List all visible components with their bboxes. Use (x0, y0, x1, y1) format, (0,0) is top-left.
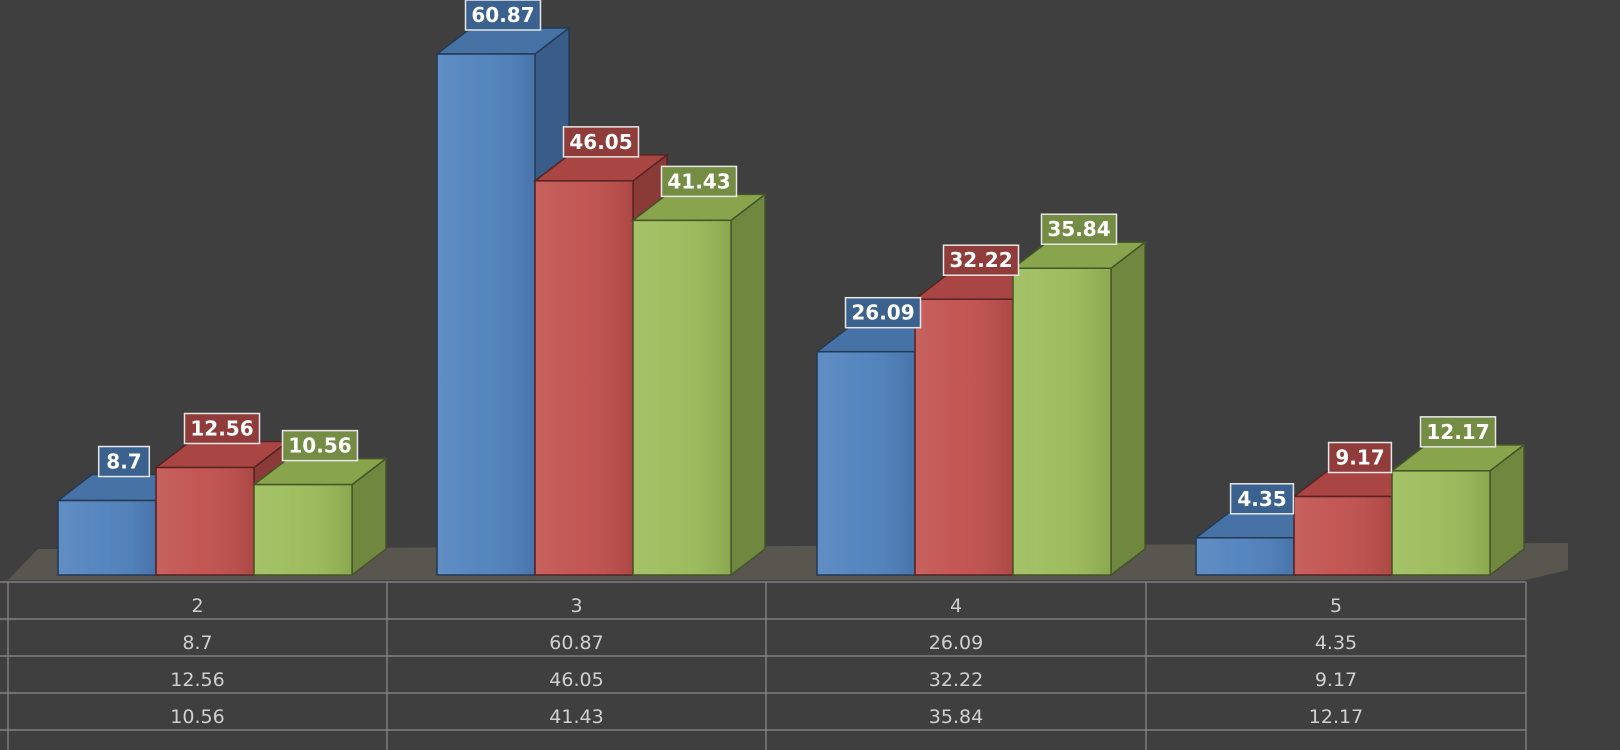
bar-gloss (1197, 538, 1293, 574)
bar-gloss (1295, 497, 1391, 574)
bar-gloss (1014, 269, 1110, 574)
bar-gloss (1393, 471, 1489, 574)
bar-gloss (634, 221, 730, 574)
table-value-cell: 12.17 (1309, 706, 1363, 728)
bar-gloss (818, 352, 914, 574)
data-label-box (844, 296, 922, 329)
bars-layer (55, 26, 1527, 577)
table-value-cell: 26.09 (929, 632, 983, 654)
data-label-4-series-3: 35.84 (1040, 213, 1118, 245)
data-label-3-series-3: 41.43 (660, 165, 738, 198)
data-label-box (1327, 441, 1393, 474)
table-value-cell: 10.56 (170, 706, 224, 728)
bar-gloss (916, 300, 1012, 574)
bar-4-series-3 (1010, 240, 1148, 577)
table-value-cell: 12.56 (170, 669, 224, 691)
data-label-4-series-1: 26.09 (844, 296, 922, 329)
bar-gloss (157, 468, 253, 574)
bar-2-series-2 (153, 439, 291, 577)
table-value-cell: 35.84 (929, 706, 983, 728)
data-label-box (97, 445, 151, 478)
data-label-3-series-2: 46.05 (562, 126, 640, 158)
data-label-box (1040, 213, 1118, 245)
table-header-cell: 4 (950, 595, 962, 617)
data-label-5-series-2: 9.17 (1327, 441, 1393, 474)
floor-plane (8, 543, 1568, 580)
bar-gloss (536, 181, 632, 574)
bar-5-series-3 (1389, 443, 1527, 577)
data-label-3-series-1: 60.87 (464, 0, 542, 31)
data-label-2-series-1: 8.7 (97, 445, 151, 478)
data-label-text: 8.7 (106, 450, 141, 474)
data-label-text: 9.17 (1335, 446, 1384, 470)
table-header-cell: 5 (1330, 595, 1342, 617)
data-label-text: 46.05 (569, 130, 632, 154)
data-label-text: 41.43 (667, 169, 730, 193)
data-label-text: 4.35 (1237, 487, 1286, 511)
bar-3-series-3 (630, 192, 768, 577)
data-label-5-series-3: 12.17 (1419, 416, 1497, 448)
bar-gloss (255, 485, 351, 574)
table-value-cell: 9.17 (1315, 669, 1357, 691)
data-label-box (1229, 483, 1295, 515)
data-label-text: 32.22 (949, 248, 1012, 272)
data-label-4-series-2: 32.22 (942, 244, 1020, 276)
data-label-text: 12.17 (1426, 420, 1489, 444)
data-label-text: 60.87 (471, 3, 534, 27)
bar-2-series-3 (251, 457, 389, 577)
table-value-cell: 8.7 (182, 632, 212, 654)
table-value-cell: 32.22 (929, 669, 983, 691)
data-label-text: 26.09 (851, 301, 914, 325)
table-value-cell: 60.87 (549, 632, 603, 654)
table-value-cell: 46.05 (549, 669, 603, 691)
data-label-2-series-3: 10.56 (281, 429, 359, 462)
data-labels-layer: 8.7 12.56 10.56 60.87 46.05 41.43 26.09 32.22 35… (97, 0, 1497, 515)
data-label-box (942, 244, 1020, 276)
data-label-2-series-2: 12.56 (183, 412, 261, 445)
data-table: 2 3 4 5 8.7 60.87 26.09 4.35 12.56 46.05 32.22 9.17… (0, 581, 1527, 750)
data-label-text: 10.56 (288, 434, 351, 458)
data-label-box (281, 429, 359, 462)
table-header-cell: 2 (191, 595, 203, 617)
data-label-text: 12.56 (190, 416, 253, 440)
table-header-cell: 3 (570, 595, 582, 617)
data-label-box (562, 126, 640, 158)
bar-side-face (1110, 240, 1146, 577)
data-label-box (1419, 416, 1497, 448)
data-label-box (660, 165, 738, 198)
data-label-box (183, 412, 261, 445)
table-value-cell: 4.35 (1315, 632, 1357, 654)
bar-side-face (730, 192, 766, 577)
data-label-box (464, 0, 542, 31)
chart-floor (8, 543, 1568, 580)
data-label-text: 35.84 (1047, 217, 1110, 241)
bar-gloss (59, 501, 155, 574)
bar-gloss (438, 55, 534, 574)
data-label-5-series-1: 4.35 (1229, 483, 1295, 515)
table-value-cell: 41.43 (549, 706, 603, 728)
